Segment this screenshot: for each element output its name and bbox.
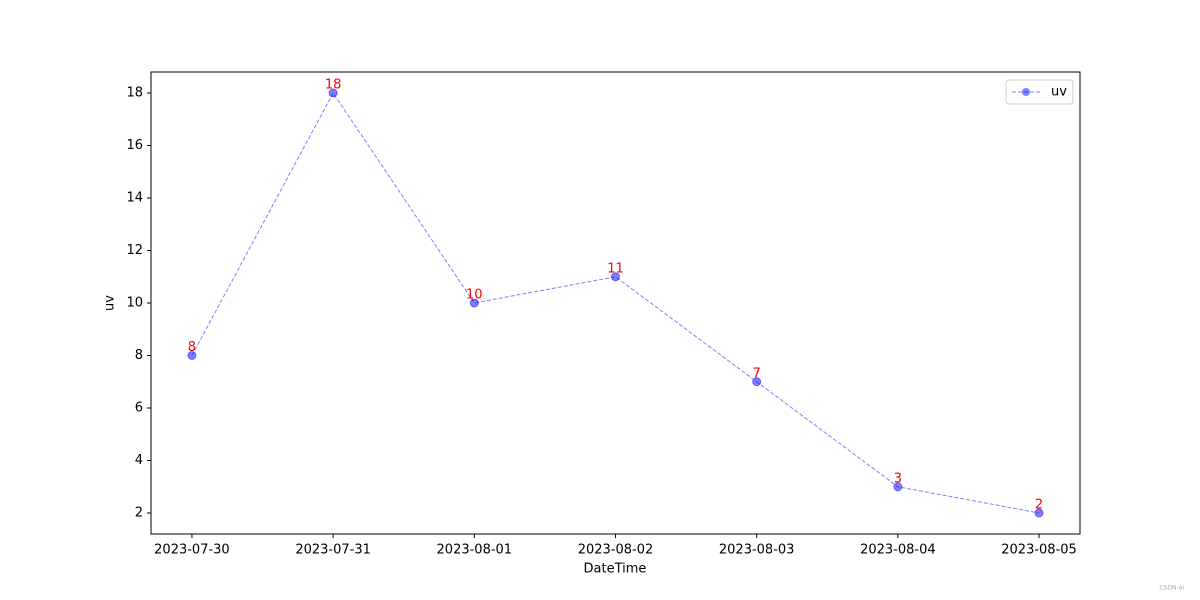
point — [187, 351, 197, 360]
data-label: 10 — [466, 288, 483, 303]
data-label: 8 — [188, 340, 196, 355]
x-axis-label: DateTime — [584, 562, 647, 577]
y-tick-label: 10 — [126, 296, 143, 311]
point — [611, 272, 620, 282]
y-tick-label: 6 — [135, 401, 143, 416]
x-tick-label: 2023-08-02 — [578, 543, 654, 558]
data-label: 11 — [607, 261, 624, 276]
data-label: 18 — [325, 78, 342, 93]
x-tick-label: 2023-08-01 — [437, 543, 513, 558]
y-tick-label: 16 — [126, 138, 143, 153]
point — [893, 482, 903, 492]
data-label: 2 — [1035, 498, 1043, 513]
x-tick-label: 2023-08-03 — [719, 543, 795, 558]
legend-label: uv — [1051, 85, 1067, 100]
watermark: CSDN-ai — [1159, 585, 1184, 592]
x-tick-label: 2023-08-04 — [860, 543, 936, 558]
x-tick-label: 2023-07-31 — [295, 543, 371, 558]
data-label: 3 — [894, 471, 902, 486]
y-tick-label: 12 — [126, 243, 143, 258]
y-axis-label: uv — [103, 295, 118, 311]
y-tick-label: 4 — [135, 453, 143, 468]
point — [469, 298, 479, 308]
point — [328, 88, 338, 98]
y-tick-label: 14 — [126, 191, 143, 206]
data-label: 7 — [753, 366, 761, 381]
x-tick-label: 2023-08-05 — [1001, 543, 1077, 558]
y-tick-label: 2 — [135, 506, 143, 521]
x-tick-label: 2023-07-30 — [154, 543, 230, 558]
y-tick-label: 18 — [126, 86, 143, 101]
series-line — [191, 92, 1040, 514]
legend-marker — [1022, 88, 1030, 96]
y-tick-label: 8 — [135, 348, 143, 363]
point — [752, 377, 762, 387]
plot-frame — [150, 71, 1081, 535]
point — [1034, 508, 1044, 518]
